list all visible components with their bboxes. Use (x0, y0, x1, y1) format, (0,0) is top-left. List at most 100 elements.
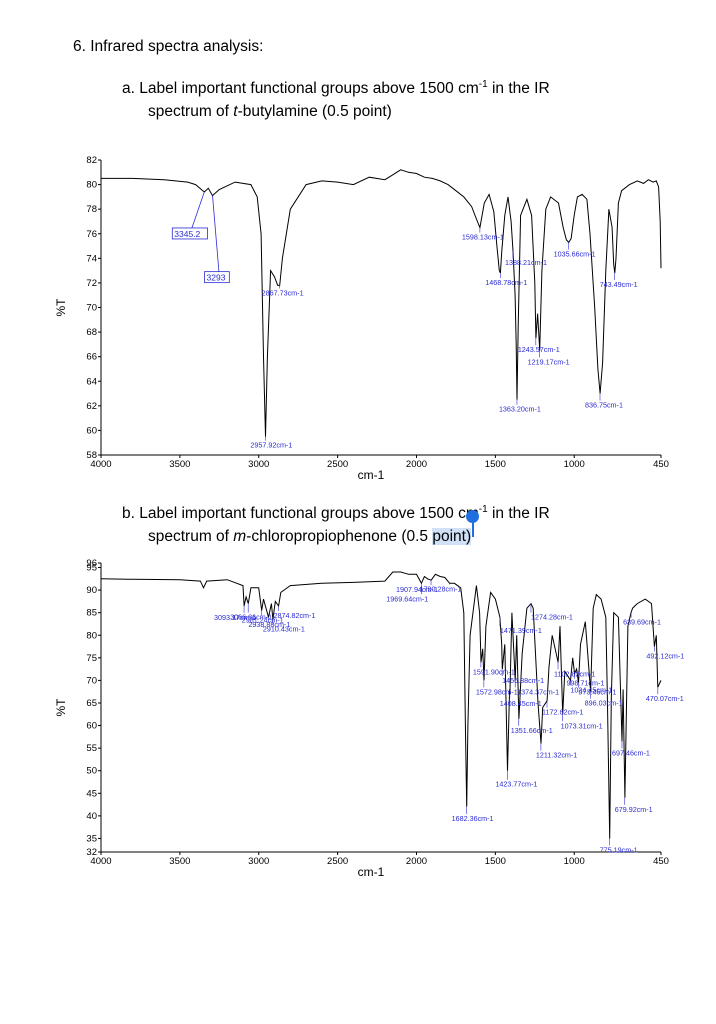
question-b-text: b. Label important functional groups abo… (122, 505, 479, 522)
peak-label: 743.49cm-1 (600, 280, 638, 289)
x-tick-label: 2000 (406, 459, 427, 470)
y-tick-label: 85 (86, 608, 97, 619)
x-tick-label: 4000 (90, 459, 111, 470)
peak-label: 2981.24cm-1 (242, 615, 284, 624)
peak-label: 1790.28cm-1 (420, 584, 462, 593)
spectrum-trace (100, 571, 662, 839)
peak-label: 1388.21cm-1 (505, 258, 547, 267)
question-b-line1: b. Label important functional groups abo… (122, 503, 550, 524)
question-b-text2: spectrum of (148, 528, 234, 545)
y-tick-label: 35 (86, 833, 97, 844)
peak-label: 1591.90cm-1 (473, 667, 515, 676)
peak-label: 1035.66cm-1 (554, 249, 596, 258)
peak-label: 1172.62cm-1 (542, 708, 583, 717)
y-tick-label: 55 (86, 743, 97, 754)
question-a-line1: a. Label important functional groups abo… (122, 78, 550, 99)
y-tick-label: 60 (86, 425, 97, 436)
peak-label-boxed: 3345.2 (174, 229, 200, 239)
peak-label: 2874.82cm-1 (273, 611, 315, 620)
peak-label: 1073.31cm-1 (561, 721, 603, 730)
spectrum-trace (101, 169, 662, 437)
peak-label: 470.07cm-1 (646, 694, 684, 703)
y-tick-label: 70 (86, 675, 97, 686)
y-tick-label: 58 (86, 450, 97, 461)
x-axis-label: cm-1 (358, 468, 385, 482)
question-a-text2-end: -butylamine (0.5 point) (237, 103, 392, 120)
x-axis-label: cm-1 (358, 865, 385, 879)
x-tick-label: 450 (653, 459, 669, 470)
x-tick-label: 1000 (564, 459, 585, 470)
question-a-text2: spectrum of (148, 103, 234, 120)
peak-label: 2957.92cm-1 (250, 441, 292, 450)
y-axis-label: %T (54, 298, 68, 317)
y-tick-label: 50 (86, 766, 97, 777)
peak-label: 1598.13cm-1 (462, 233, 504, 242)
peak-label: 1682.36cm-1 (452, 814, 494, 823)
question-a-superscript: -1 (478, 79, 488, 90)
peak-label: 492.12cm-1 (646, 652, 684, 661)
question-b-italic: m (233, 528, 247, 545)
peak-label: 1471.39cm-1 (500, 626, 542, 635)
text-selection[interactable]: point) (432, 528, 472, 545)
peak-label-box (171, 227, 208, 240)
peak-label: 973.46cm-1 (578, 688, 616, 697)
y-tick-label: 75 (86, 653, 97, 664)
question-a-italic: t (233, 103, 238, 120)
peak-label: 2867.73cm-1 (262, 288, 304, 297)
y-tick-label: 80 (86, 180, 97, 191)
y-tick-label: 95 (86, 563, 97, 574)
y-tick-label: 72 (86, 278, 97, 289)
x-tick-label: 3500 (169, 856, 190, 867)
x-tick-label: 1500 (485, 856, 506, 867)
peak-label: 1211.32cm-1 (536, 751, 577, 760)
peak-label: 1907.94cm-1 (396, 585, 438, 594)
peak-label: 1408.45cm-1 (500, 699, 542, 708)
peak-label: 836.75cm-1 (585, 401, 623, 410)
peak-label: 679.92cm-1 (615, 805, 653, 814)
y-tick-label: 76 (86, 229, 97, 240)
peak-label: 2910.43cm-1 (263, 624, 305, 633)
peak-label: 1374.37cm-1 (517, 687, 559, 696)
peak-label: 1351.66cm-1 (511, 726, 553, 735)
x-tick-label: 3000 (248, 856, 269, 867)
question-a-line2: spectrum of t-butylamine (0.5 point) (148, 101, 392, 122)
y-tick-label: 62 (86, 401, 97, 412)
peak-leader-line (191, 191, 205, 229)
question-a-text: a. Label important functional groups abo… (122, 80, 479, 97)
peak-label: 1572.98cm-1 (476, 687, 518, 696)
y-tick-label: 70 (86, 303, 97, 314)
peak-label: 697.46cm-1 (612, 748, 650, 757)
y-tick-label: 45 (86, 788, 97, 799)
chart-1-peak-labels: 3345.2 3293 2957.92cm-1 2867.73cm-1 1598.13c… (171, 191, 638, 450)
y-tick-label: 32 (86, 847, 97, 858)
peak-label-boxed: 3293 (207, 273, 226, 283)
peak-label: 998.71cm-1 (566, 679, 604, 688)
y-tick-label: 60 (86, 721, 97, 732)
peak-label: 2938.88cm-1 (248, 620, 290, 629)
y-axis-label: %T (54, 698, 68, 717)
peak-label: 1456.88cm-1 (502, 676, 544, 685)
y-tick-label: 65 (86, 698, 97, 709)
x-tick-label: 2500 (327, 856, 348, 867)
peak-leader-line (212, 195, 220, 272)
y-tick-label: 74 (86, 253, 97, 264)
x-tick-label: 2000 (406, 856, 427, 867)
question-b-line2: spectrum of m-chloropropiophenone (0.5 p… (148, 526, 472, 547)
y-tick-label: 40 (86, 811, 97, 822)
y-tick-label: 78 (86, 204, 97, 215)
question-b-superscript: -1 (478, 504, 488, 515)
peak-label: 3066.86cm-1 (230, 613, 272, 622)
peak-label: 1219.17cm-1 (528, 358, 570, 367)
x-tick-label: 4000 (90, 856, 111, 867)
peak-label-box (204, 271, 230, 284)
peak-label: 1243.57cm-1 (518, 345, 560, 354)
peak-label: 639.69cm-1 (623, 618, 661, 627)
question-b-text-end: in the IR (487, 505, 550, 522)
text-cursor-handle[interactable] (466, 510, 479, 537)
question-b-text2-mid: -chloropropiophenone (0.5 (246, 528, 433, 545)
peak-label: 1024.45cm-1 (570, 685, 612, 694)
peak-label: 1274.28cm-1 (531, 613, 573, 622)
